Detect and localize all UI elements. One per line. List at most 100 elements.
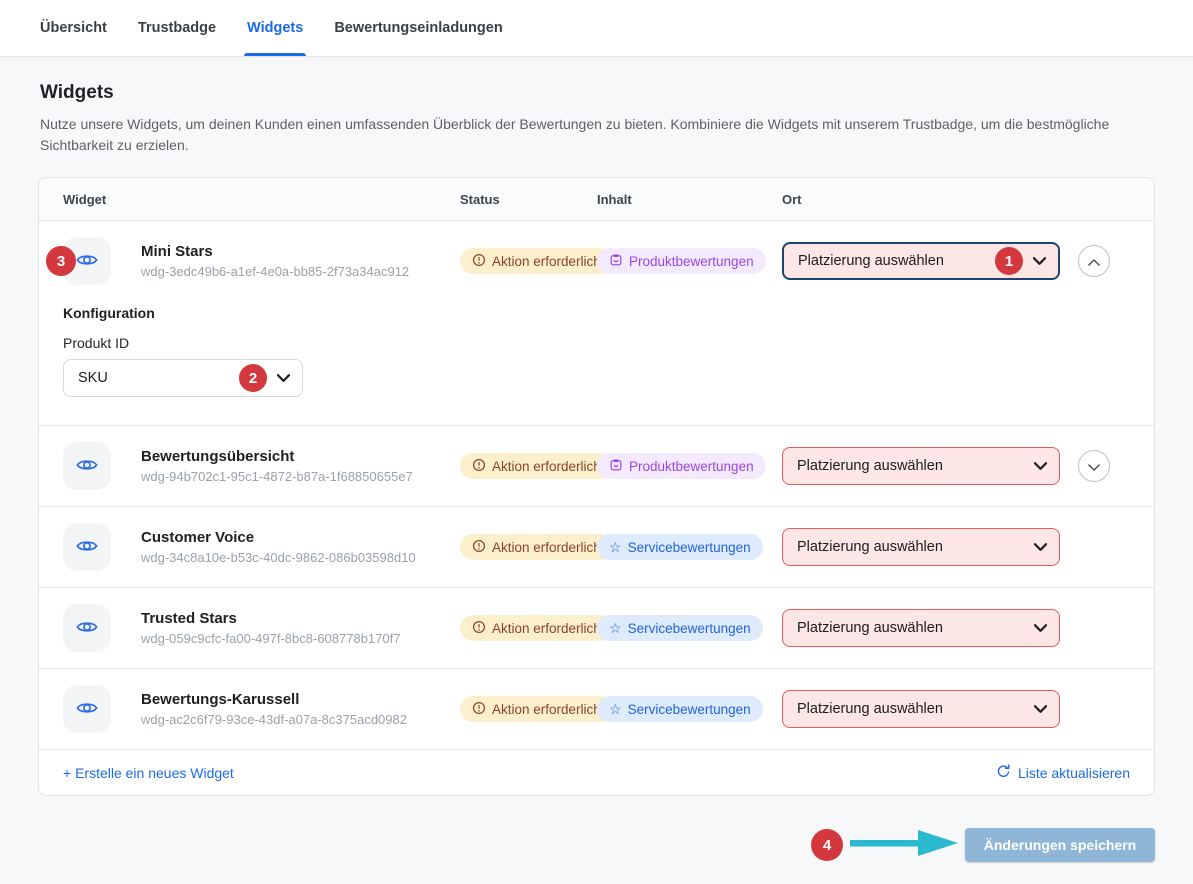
preview-widget-button[interactable] — [63, 523, 111, 571]
product-id-select[interactable]: SKU 2 — [63, 359, 303, 397]
widget-name: Trusted Stars — [141, 610, 237, 627]
content-badge: ☆ Servicebewertungen — [597, 615, 763, 641]
placement-select-value: Platzierung auswählen — [798, 253, 944, 269]
collapse-row-button[interactable] — [1078, 245, 1110, 277]
annotation-step-3: 3 — [46, 246, 76, 276]
column-header-status: Status — [460, 191, 500, 207]
status-badge-label: Aktion erforderlich — [492, 458, 601, 474]
placement-select-value: Platzierung auswählen — [797, 539, 943, 555]
status-badge: Aktion erforderlich — [460, 248, 613, 274]
preview-widget-button[interactable] — [63, 442, 111, 490]
status-badge: Aktion erforderlich — [460, 453, 613, 479]
placement-select[interactable]: Platzierung auswählen — [782, 690, 1060, 728]
table-footer: + Erstelle ein neues Widget Liste aktual… — [39, 749, 1154, 795]
preview-widget-button[interactable] — [63, 604, 111, 652]
status-badge: Aktion erforderlich — [460, 696, 613, 722]
alert-circle-icon — [472, 620, 486, 637]
table-row: Bewertungsübersicht wdg-94b702c1-95c1-48… — [39, 425, 1154, 506]
create-widget-link[interactable]: + Erstelle ein neues Widget — [63, 764, 234, 781]
column-header-ort: Ort — [782, 191, 802, 207]
product-id-select-value: SKU — [78, 370, 108, 386]
widget-name: Customer Voice — [141, 529, 255, 546]
status-badge: Aktion erforderlich — [460, 534, 613, 560]
eye-icon — [76, 700, 98, 719]
table-row: Bewertungs-Karussell wdg-ac2c6f79-93ce-4… — [39, 668, 1154, 749]
chevron-down-icon — [1033, 458, 1048, 474]
chevron-down-icon — [1088, 459, 1100, 474]
tab-bewertungseinladungen[interactable]: Bewertungseinladungen — [334, 20, 503, 36]
chevron-down-icon — [1033, 539, 1048, 555]
save-changes-button[interactable]: Änderungen speichern — [965, 828, 1155, 862]
chevron-down-icon — [276, 370, 291, 386]
chevron-down-icon — [1033, 620, 1048, 636]
status-badge-label: Aktion erforderlich — [492, 253, 601, 269]
widget-configuration: Konfiguration Produkt ID SKU 2 — [39, 301, 1154, 425]
placement-select[interactable]: Platzierung auswählen 1 — [782, 242, 1060, 280]
annotation-step-4: 4 — [811, 829, 843, 861]
content-badge-label: Servicebewertungen — [627, 620, 751, 636]
arrow-right-icon — [848, 827, 960, 864]
page-title: Widgets — [40, 82, 114, 103]
save-row: 4 Änderungen speichern — [38, 813, 1155, 877]
tab-bar: Übersicht Trustbadge Widgets Bewertungse… — [0, 0, 1193, 57]
widget-id: wdg-059c9cfc-fa00-497f-8bc8-608778b170f7 — [141, 631, 401, 646]
placement-select[interactable]: Platzierung auswählen — [782, 447, 1060, 485]
content-badge-label: Servicebewertungen — [627, 701, 751, 717]
clipboard-icon — [609, 253, 623, 270]
expand-row-button[interactable] — [1078, 450, 1110, 482]
content-badge: Produktbewertungen — [597, 248, 766, 274]
alert-circle-icon — [472, 253, 486, 270]
column-header-inhalt: Inhalt — [597, 191, 632, 207]
tab-uebersicht[interactable]: Übersicht — [40, 20, 107, 36]
configuration-heading: Konfiguration — [63, 305, 155, 321]
preview-widget-button[interactable] — [63, 685, 111, 733]
status-badge-label: Aktion erforderlich — [492, 620, 601, 636]
chevron-up-icon — [1088, 254, 1100, 269]
star-icon: ☆ — [609, 620, 622, 636]
widget-name: Bewertungsübersicht — [141, 448, 295, 465]
alert-circle-icon — [472, 701, 486, 718]
annotation-step-1: 1 — [995, 247, 1023, 275]
table-row: 3 Mini Stars wdg-3edc49b6-a1ef-4e0a-bb85… — [39, 221, 1154, 425]
widget-id: wdg-94b702c1-95c1-4872-b87a-1f68850655e7 — [141, 469, 413, 484]
content-area: Widgets Nutze unsere Widgets, um deinen … — [0, 57, 1193, 884]
widget-id: wdg-ac2c6f79-93ce-43df-a07a-8c375acd0982 — [141, 712, 407, 727]
placement-select-value: Platzierung auswählen — [797, 620, 943, 636]
clipboard-icon — [609, 458, 623, 475]
placement-select[interactable]: Platzierung auswählen — [782, 609, 1060, 647]
placement-select-value: Platzierung auswählen — [797, 701, 943, 717]
column-header-widget: Widget — [63, 191, 107, 207]
annotation-step-2: 2 — [239, 364, 267, 392]
table-header: Widget Status Inhalt Ort — [39, 178, 1154, 221]
refresh-list-link[interactable]: Liste aktualisieren — [996, 763, 1130, 782]
refresh-icon — [996, 763, 1011, 782]
eye-icon — [76, 252, 98, 271]
refresh-list-label: Liste aktualisieren — [1017, 764, 1130, 781]
tab-trustbadge[interactable]: Trustbadge — [137, 20, 217, 36]
widgets-table-card: Widget Status Inhalt Ort 3 Mini Stars wd… — [38, 177, 1155, 796]
content-badge-label: Produktbewertungen — [629, 253, 754, 269]
eye-icon — [76, 457, 98, 476]
content-badge-label: Servicebewertungen — [627, 539, 751, 555]
chevron-down-icon — [1032, 253, 1047, 269]
status-badge-label: Aktion erforderlich — [492, 701, 601, 717]
star-icon: ☆ — [609, 539, 622, 555]
status-badge: Aktion erforderlich — [460, 615, 613, 641]
widget-name: Mini Stars — [141, 243, 213, 260]
widget-name: Bewertungs-Karussell — [141, 691, 300, 708]
content-badge-label: Produktbewertungen — [629, 458, 754, 474]
content-badge: ☆ Servicebewertungen — [597, 696, 763, 722]
chevron-down-icon — [1033, 701, 1048, 717]
content-badge: Produktbewertungen — [597, 453, 766, 479]
placement-select[interactable]: Platzierung auswählen — [782, 528, 1060, 566]
placement-select-value: Platzierung auswählen — [797, 458, 943, 474]
tab-widgets[interactable]: Widgets — [244, 0, 307, 56]
alert-circle-icon — [472, 458, 486, 475]
product-id-label: Produkt ID — [63, 335, 130, 351]
alert-circle-icon — [472, 539, 486, 556]
widget-id: wdg-34c8a10e-b53c-40dc-9862-086b03598d10 — [141, 550, 416, 565]
page-description: Nutze unsere Widgets, um deinen Kunden e… — [40, 116, 1110, 153]
table-row: Trusted Stars wdg-059c9cfc-fa00-497f-8bc… — [39, 587, 1154, 668]
status-badge-label: Aktion erforderlich — [492, 539, 601, 555]
table-row: Customer Voice wdg-34c8a10e-b53c-40dc-98… — [39, 506, 1154, 587]
